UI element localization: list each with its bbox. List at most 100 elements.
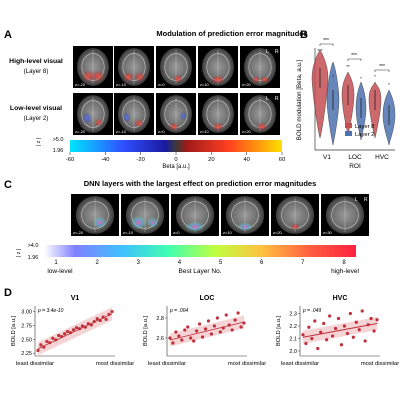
panel-c-z-label: | z |: [16, 249, 22, 258]
scatter-point: [36, 348, 40, 353]
activation-blob: [146, 217, 159, 228]
scatter-point: [65, 329, 70, 334]
activation-blob: [185, 221, 205, 232]
scatter-ytick-label: 2.6: [156, 336, 164, 342]
scatter-ytick-label: 3.00: [21, 310, 32, 316]
scatter-point: [375, 318, 379, 322]
panel-c-colorbar: [44, 245, 356, 257]
slice-label: z=10: [223, 230, 233, 235]
scatter-point: [183, 328, 187, 332]
scatter-point: [195, 329, 199, 333]
scatter-point: [192, 339, 196, 343]
scatter-point: [177, 334, 181, 338]
scatter-loc: LOC 2.6 2.8 p = .004 BOLD [a.u.] least dissim…: [143, 295, 266, 367]
slice-label: z=0: [158, 129, 165, 134]
scatter-point: [171, 341, 175, 345]
activation-blob: [81, 70, 95, 83]
scatter-x-left-label: least dissimilar: [16, 361, 54, 367]
star-v1-l2: *: [332, 74, 334, 79]
scatter-point: [319, 330, 323, 334]
scatter-ytick-label: 2.2: [289, 324, 297, 330]
scatter-point: [200, 335, 205, 339]
side-right-label: R: [275, 49, 279, 55]
scatter-point: [357, 328, 361, 332]
colorbar-tick-label: 40: [243, 157, 249, 163]
panel-a-colorbar-ticks: -60 -40 -20 0 20 40 60: [66, 152, 285, 163]
sig-loc: ***: [351, 53, 357, 59]
scatter-ytick-label: 2.3: [289, 312, 297, 318]
panel-a-title: Modulation of prediction error magnitude…: [156, 29, 307, 38]
colorbar-tick-label: 6: [260, 260, 264, 266]
scatter-point: [301, 333, 305, 337]
scatter-point: [322, 321, 326, 326]
slice-label: z=20: [242, 129, 252, 134]
activation-blob: [94, 118, 103, 127]
colorbar-tick-label: 7: [301, 260, 305, 266]
brain-slice: z=-10: [114, 46, 154, 88]
violin-xtick-hvc: HVC: [375, 154, 389, 161]
scatter-point: [310, 336, 314, 341]
scatter-point: [224, 313, 228, 317]
sig-bracket-hvc: [374, 69, 390, 72]
slice-label: z=-10: [116, 82, 127, 87]
side-left-label: L: [266, 49, 269, 55]
panel-a-z-base: 1.96: [53, 148, 64, 154]
scatter-point: [363, 339, 367, 343]
violin-xtick-loc: LOC: [348, 154, 362, 161]
slice-label: z=10: [200, 129, 210, 134]
scatter-point: [348, 311, 352, 316]
scatter-p-value: p = .004: [169, 308, 188, 314]
scatter-point: [180, 338, 184, 342]
scatter-point: [307, 325, 311, 329]
star-loc-l2: *: [360, 76, 362, 81]
brain-slice: z=30 L R: [321, 194, 369, 236]
sig-hvc: ***: [379, 64, 385, 70]
scatter-point: [39, 343, 43, 347]
activation-blob: [134, 119, 144, 128]
scatter-point: [215, 316, 219, 320]
colorbar-tick-label: 20: [208, 157, 214, 163]
star-loc-l8: **: [346, 64, 350, 69]
colorbar-tick-label: 4: [178, 260, 182, 266]
colorbar-tick-label: -60: [66, 157, 74, 163]
scatter-point: [189, 336, 193, 340]
brain-row-best-layer: z=-20 z=-10 z=0 z=10 z=20 z=30 L R: [71, 194, 369, 236]
panel-a-colorbar: [70, 140, 282, 152]
scatter-point: [330, 334, 335, 338]
row2-sublabel: (Layer 2): [24, 115, 49, 122]
violin-plot: BOLD modulation [Beta, a.u.]: [296, 48, 396, 151]
activation-blob: [130, 215, 146, 230]
scatter-point: [325, 338, 329, 342]
scatter-point: [316, 346, 320, 351]
sig-v1: ***: [323, 38, 329, 44]
brain-slice: z=-20: [71, 194, 119, 236]
panel-c-title: DNN layers with the largest effect on pr…: [84, 179, 317, 188]
scatter-fit-line: [302, 323, 378, 338]
brain-slice: z=0: [171, 194, 219, 236]
scatter-ytick-label: 2.1: [289, 337, 297, 343]
scatter-point: [110, 309, 114, 314]
panel-c-center-label: Best Layer No.: [179, 268, 222, 275]
scatter-x-right-label: most dissimilar: [96, 361, 134, 367]
scatter-title: HVC: [333, 295, 348, 302]
brain-slice: z=-10: [121, 194, 169, 236]
scatter-ytick-label: 2.50: [21, 337, 32, 343]
side-left-label: L: [355, 197, 358, 203]
slice-label: z=-10: [116, 129, 127, 134]
scatter-point: [218, 330, 222, 334]
activation-blob: [90, 70, 106, 83]
activation-blob: [210, 75, 226, 84]
slice-label: z=0: [158, 82, 165, 87]
brain-slice: z=20 L R: [240, 93, 280, 135]
scatter-point: [174, 330, 178, 334]
brain-slice: z=10: [198, 93, 238, 135]
star-hvc-l8: *: [374, 74, 376, 79]
scatter-point: [230, 328, 234, 332]
slice-label: z=10: [200, 82, 210, 87]
activation-blob: [134, 72, 146, 83]
slice-label: z=20: [242, 82, 252, 87]
scatter-title: V1: [71, 295, 80, 302]
scatter-point: [186, 325, 190, 329]
panel-a-colorbar-label: Beta [a.u.]: [162, 164, 190, 170]
row1-label: High-level visual: [9, 58, 63, 65]
